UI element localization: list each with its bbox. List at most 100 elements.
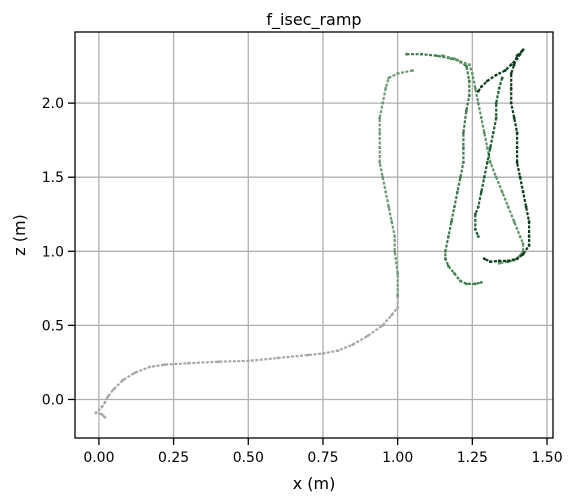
data-point [503,69,507,72]
data-point [459,60,462,63]
data-point [396,306,400,309]
data-point [512,63,516,66]
data-point [467,63,471,66]
data-point [521,190,525,194]
data-point [518,235,522,238]
data-point [476,101,480,105]
data-point [515,57,519,61]
data-point [465,64,468,68]
data-point [121,378,125,382]
data-point [494,175,498,179]
data-point [453,57,456,61]
data-point [515,131,519,135]
grid-lines [75,32,553,438]
data-point [420,52,423,56]
x-tick-label: 0.75 [307,450,338,466]
data-point [500,76,504,80]
data-point [321,352,325,355]
data-point [351,343,355,346]
data-point [467,79,471,83]
data-point [509,101,513,105]
data-point [488,146,492,150]
data-point [479,85,483,89]
data-point [100,405,104,409]
data-point [396,272,400,275]
data-point [459,175,462,179]
x-tick-label: 0.25 [158,450,189,466]
data-point [390,220,394,224]
trajectory-segment [94,294,400,419]
data-point [494,73,498,77]
data-point [441,54,444,58]
data-point [470,72,474,75]
data-point [465,109,468,112]
data-point [447,235,450,238]
trajectory-segment [378,69,414,298]
data-point [133,371,137,375]
data-point [390,313,394,317]
trajectory-segment [476,48,531,264]
y-axis-label: z (m) [10,214,29,256]
trajectory-line [406,53,482,285]
data-point [381,175,385,179]
data-point [163,363,167,367]
data-point [393,249,397,253]
x-axis-label: x (m) [293,474,336,493]
data-point [482,131,486,135]
data-point [462,161,465,164]
data-point [462,131,465,135]
data-point [217,360,220,364]
data-point [100,412,104,416]
data-point [500,190,504,194]
trajectory-line [442,54,525,265]
data-point [336,349,340,352]
data-point [524,205,528,209]
data-point [473,86,477,90]
y-tick-label: 0.0 [42,392,64,408]
data-point [473,212,477,216]
data-point [512,220,516,224]
x-tick-label: 1.00 [382,450,413,466]
data-point [378,161,382,164]
data-point [506,205,510,209]
data-point [444,257,447,261]
data-point [482,175,486,179]
data-point [393,235,397,238]
trajectory-line [378,69,413,296]
data-point [384,86,388,90]
data-point [276,356,280,360]
data-point [366,334,370,338]
data-point [396,72,400,75]
data-point [521,48,525,52]
x-tick-label: 0.00 [83,450,114,466]
data-point [509,86,513,90]
data-point [479,116,483,120]
data-point [246,359,250,363]
data-point [473,227,477,231]
data-point [473,282,477,286]
data-point [485,146,489,150]
data-point [476,235,480,238]
data-point [509,63,513,66]
data-point [485,161,489,164]
data-point [518,175,522,179]
x-tick-label: 1.50 [531,450,562,466]
data-point [450,220,453,224]
data-point [103,415,107,419]
data-point [515,161,519,164]
data-point [462,146,465,150]
data-point [488,161,492,164]
x-tick-label: 0.50 [233,450,264,466]
plot-frame [74,31,554,439]
data-point [112,387,116,391]
data-point [497,86,501,90]
data-point [381,324,385,327]
data-point [518,52,522,56]
data-point [482,257,486,261]
y-tick-label: 1.0 [42,244,64,260]
data-point [381,101,385,105]
data-point [459,279,462,283]
trajectory-segment [441,54,525,265]
chart-title: f_isec_ramp [266,10,361,30]
data-point [444,249,447,253]
